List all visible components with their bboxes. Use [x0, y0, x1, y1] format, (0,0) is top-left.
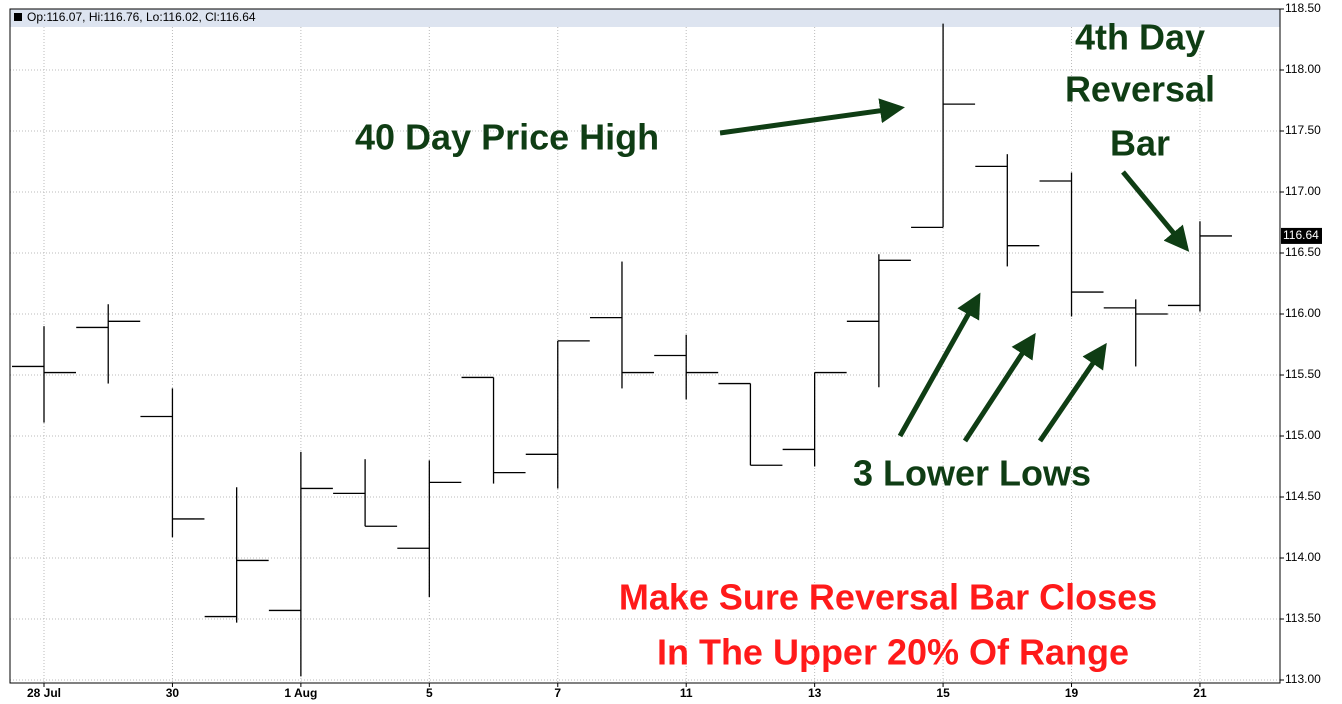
y-tick-label: 113.50: [1285, 611, 1321, 625]
y-tick-label: 115.00: [1285, 428, 1321, 442]
annotation: 4th Day: [1075, 17, 1205, 58]
y-tick-label: 118.50: [1285, 1, 1321, 15]
last-price-label: 116.64: [1283, 228, 1319, 242]
arrow: [962, 332, 1036, 443]
x-tick-label: 11: [680, 686, 693, 700]
arrow: [1121, 170, 1190, 252]
bars: [12, 23, 1232, 677]
y-tick-label: 117.50: [1285, 123, 1321, 137]
x-tick-label: 19: [1065, 686, 1079, 700]
y-tick-label: 113.00: [1285, 672, 1321, 686]
x-tick-label: 1 Aug: [284, 686, 317, 700]
arrow: [1037, 342, 1107, 443]
x-tick-label: 13: [808, 686, 822, 700]
y-tick-label: 116.00: [1285, 306, 1321, 320]
x-tick-label: 28 Jul: [27, 686, 61, 700]
x-tick-label: 7: [554, 686, 561, 700]
annotation: 3 Lower Lows: [853, 453, 1091, 494]
y-tick-label: 114.00: [1285, 550, 1321, 564]
y-tick-label: 118.00: [1285, 62, 1321, 76]
annotation: Bar: [1110, 123, 1170, 164]
y-tick-label: 115.50: [1285, 367, 1321, 381]
annotation: In The Upper 20% Of Range: [657, 632, 1129, 673]
annotation: Reversal: [1065, 69, 1215, 110]
arrow: [719, 98, 905, 136]
arrow: [897, 292, 981, 438]
x-tick-label: 30: [166, 686, 180, 700]
y-tick-label: 114.50: [1285, 489, 1321, 503]
plot-frame: [9, 8, 1281, 684]
axis: 113.00 113.50 114.00 114.50 115.00 115.50 116.…: [27, 1, 1322, 700]
x-tick-label: 5: [426, 686, 433, 700]
header-strip: [10, 9, 1280, 27]
y-tick-label: 116.50: [1285, 245, 1321, 259]
x-tick-label: 15: [936, 686, 950, 700]
annotation: Make Sure Reversal Bar Closes: [619, 577, 1157, 618]
annotation: 40 Day Price High: [355, 117, 659, 158]
header-text: Op:116.07, Hi:116.76, Lo:116.02, Cl:116.…: [27, 10, 256, 24]
x-tick-label: 21: [1193, 686, 1207, 700]
y-tick-label: 117.00: [1285, 184, 1321, 198]
header-square: [14, 13, 22, 21]
last-price-box: [1281, 227, 1322, 244]
